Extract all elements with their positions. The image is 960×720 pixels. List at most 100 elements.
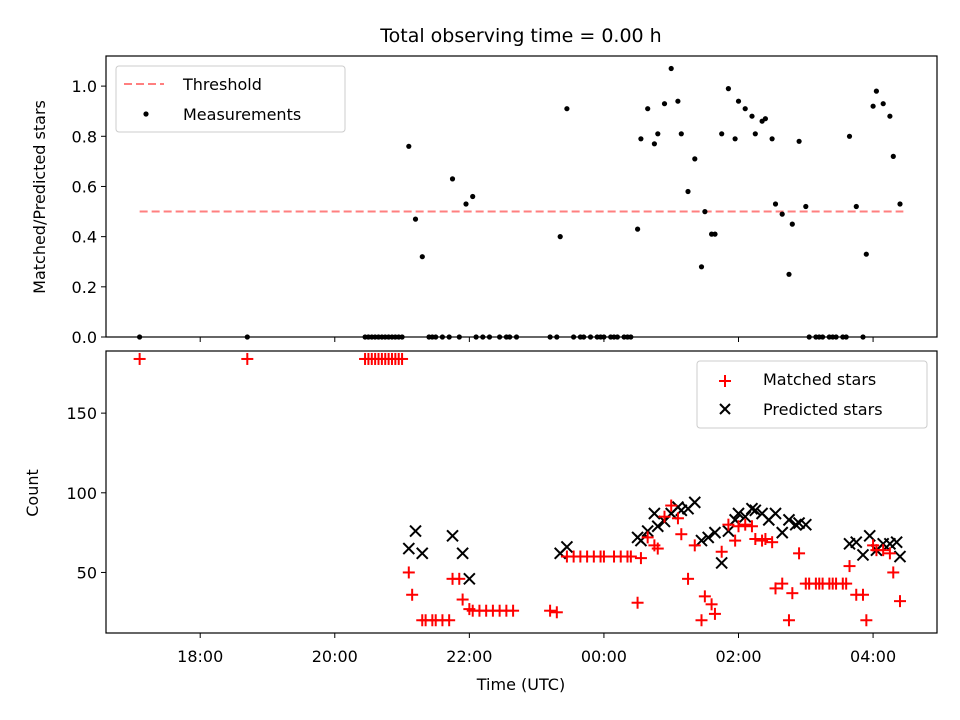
predicted-stars-marker xyxy=(641,524,654,538)
predicted-stars-marker xyxy=(799,518,812,531)
ratio-plot-area xyxy=(137,65,904,340)
predicted-stars-marker xyxy=(776,526,789,539)
predicted-stars-marker xyxy=(446,529,459,543)
ratio-y-axis-label: Matched/Predicted stars xyxy=(30,100,49,294)
matched-stars-marker xyxy=(893,595,906,608)
predicted-stars-marker xyxy=(732,507,745,520)
matched-stars-marker xyxy=(406,588,419,601)
matched-stars-marker xyxy=(456,593,469,606)
measurement-point xyxy=(796,138,802,144)
predicted-stars-marker xyxy=(651,520,664,533)
predicted-stars-marker xyxy=(688,496,701,509)
matched-stars-marker xyxy=(732,520,745,533)
measurement-point xyxy=(786,271,792,277)
measurement-point xyxy=(635,226,641,232)
count-legend-box xyxy=(696,360,928,429)
predicted-stars-marker xyxy=(463,572,476,586)
matched-stars-marker xyxy=(443,614,456,627)
matched-stars-marker xyxy=(624,550,637,563)
measurement-point xyxy=(752,131,758,137)
measurement-point xyxy=(678,131,684,137)
measurement-point xyxy=(645,106,651,112)
ratio-y-tick-label: 1.0 xyxy=(72,77,97,96)
matched-stars-marker xyxy=(708,607,721,620)
matched-stars-marker xyxy=(675,528,688,541)
predicted-stars-marker xyxy=(890,535,903,549)
measurement-point xyxy=(675,98,681,104)
ratio-y-tick-label: 0.8 xyxy=(72,127,97,146)
measurement-point xyxy=(668,65,674,72)
ratio-y-tick-label: 0.6 xyxy=(72,177,97,196)
matched-stars-marker xyxy=(705,598,718,611)
matched-stars-marker xyxy=(786,587,799,600)
predicted-stars-marker xyxy=(782,513,796,527)
matched-stars-marker xyxy=(544,604,557,617)
measurement-point xyxy=(742,106,748,112)
predicted-stars-marker xyxy=(708,526,722,539)
matched-stars-marker xyxy=(698,590,711,603)
matched-stars-marker xyxy=(641,531,654,544)
measurement-point xyxy=(897,201,903,207)
predicted-stars-marker xyxy=(769,507,782,520)
ratio-y-ticks: 0.0 0.2 0.4 0.6 0.8 1.0 xyxy=(72,77,106,347)
measurement-point xyxy=(661,101,668,107)
predicted-stars-marker xyxy=(409,524,422,538)
predicted-stars-marker xyxy=(402,542,416,555)
count-x-tick-label: 04:00 xyxy=(850,647,896,666)
matched-stars-marker xyxy=(695,614,708,627)
matched-stars-marker xyxy=(749,533,762,545)
count-y-tick-label: 150 xyxy=(66,404,97,423)
predicted-stars-marker xyxy=(416,547,429,560)
matched-stars-marker xyxy=(729,534,742,547)
measurement-point xyxy=(762,116,769,122)
count-plot-area xyxy=(133,352,907,627)
measurement-point xyxy=(412,216,419,222)
matched-stars-marker xyxy=(877,544,890,557)
matched-stars-legend-swatch xyxy=(719,375,731,387)
measurement-point xyxy=(685,188,691,195)
measurements-legend-label: Measurements xyxy=(183,105,301,124)
count-y-tick-label: 100 xyxy=(66,484,97,503)
matched-stars-marker xyxy=(883,547,896,560)
matched-stars-marker xyxy=(133,352,146,365)
measurement-point xyxy=(698,264,705,270)
measurement-point xyxy=(880,101,886,107)
measurement-point xyxy=(789,221,795,227)
matched-stars-marker xyxy=(597,550,610,563)
matched-stars-marker xyxy=(856,588,869,601)
matched-stars-marker xyxy=(241,352,254,365)
predicted-stars-marker xyxy=(722,524,735,538)
measurement-point xyxy=(887,113,893,119)
matched-stars-marker xyxy=(793,547,806,560)
matched-stars-marker xyxy=(507,604,520,617)
predicted-stars-legend-swatch xyxy=(719,403,731,415)
predicted-stars-marker xyxy=(749,504,762,517)
measurement-point xyxy=(732,136,738,142)
matched-stars-marker xyxy=(860,614,873,627)
count-x-axis-label: Time (UTC) xyxy=(476,675,565,694)
measurement-point xyxy=(419,254,425,260)
measurement-point xyxy=(870,103,876,109)
measurement-point xyxy=(853,203,859,210)
measurement-point xyxy=(655,131,661,137)
measurement-point xyxy=(692,156,698,162)
matched-stars-marker xyxy=(843,560,856,573)
measurement-point xyxy=(564,106,570,112)
count-legend: Matched stars Predicted stars xyxy=(696,360,928,429)
measurement-point xyxy=(712,231,718,237)
count-x-tick-label: 02:00 xyxy=(715,647,761,666)
matched-stars-marker xyxy=(776,577,789,590)
predicted-stars-marker xyxy=(456,547,469,560)
matched-stars-marker xyxy=(634,552,647,565)
matched-stars-marker xyxy=(396,352,409,365)
count-y-tick-label: 50 xyxy=(77,563,97,582)
predicted-stars-marker xyxy=(702,531,715,544)
measurement-point xyxy=(735,98,742,104)
measurement-point xyxy=(846,133,853,139)
measurement-point xyxy=(557,234,563,240)
ratio-legend: Threshold Measurements xyxy=(115,65,346,133)
measurement-point xyxy=(449,176,456,182)
measurement-point xyxy=(779,211,785,217)
